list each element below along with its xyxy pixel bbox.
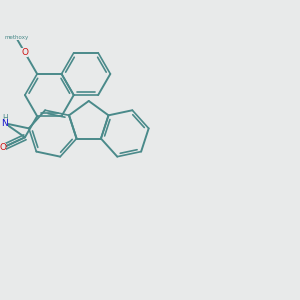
Text: O: O [0, 143, 6, 152]
Text: H: H [2, 114, 8, 123]
Text: N: N [2, 119, 8, 128]
Text: methoxy: methoxy [4, 35, 28, 40]
Text: O: O [21, 48, 28, 57]
